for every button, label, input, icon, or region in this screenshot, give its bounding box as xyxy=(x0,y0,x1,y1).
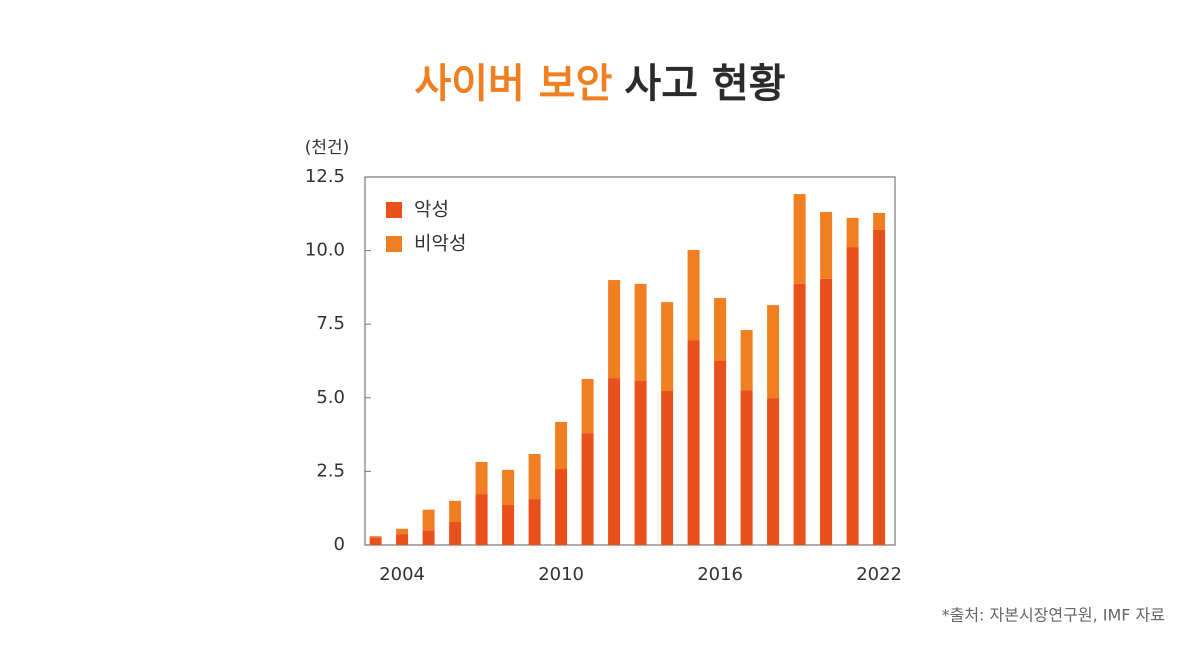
y-tick-label: 10.0 xyxy=(305,240,345,261)
bar-segment xyxy=(475,461,488,495)
bar-segment xyxy=(793,194,806,284)
bar-segment xyxy=(502,504,515,545)
x-tick-label: 2010 xyxy=(538,564,584,585)
y-tick-label: 7.5 xyxy=(316,313,345,334)
y-tick-label: 2.5 xyxy=(316,460,345,481)
bar-segment xyxy=(475,494,488,545)
y-unit: (천건) xyxy=(305,138,350,158)
bar-segment xyxy=(422,530,435,545)
bar-segment xyxy=(740,390,753,545)
bar-segment xyxy=(502,469,515,505)
bar-segment xyxy=(449,500,462,523)
legend-label: 악성 xyxy=(414,199,449,221)
x-tick-label: 2004 xyxy=(379,564,425,585)
source: *출처: 자본시장연구원, IMF 자료 xyxy=(942,606,1165,625)
bar-segment xyxy=(528,499,541,545)
chart-title: 사이버 보안 사고 현황 xyxy=(414,61,785,107)
bar-segment xyxy=(555,469,568,545)
bar-segment xyxy=(820,278,833,545)
bar-segment xyxy=(634,381,647,545)
bar-segment xyxy=(396,534,409,545)
bar-segment xyxy=(740,330,753,391)
title-highlight: 사이버 보안 xyxy=(414,61,612,107)
title-rest: 사고 현황 xyxy=(624,61,785,107)
bar-segment xyxy=(767,305,780,399)
y-tick-label: 12.5 xyxy=(305,166,345,187)
legend-swatch xyxy=(386,202,402,218)
bar-segment xyxy=(846,217,859,248)
bar-segment xyxy=(369,536,382,538)
y-tick-label: 5.0 xyxy=(316,387,345,408)
legend-swatch xyxy=(386,236,402,252)
bar-segment xyxy=(555,421,568,470)
plot-frame xyxy=(364,176,896,546)
bar-segment xyxy=(449,522,462,545)
bar-segment xyxy=(687,340,700,545)
legend-label: 비악성 xyxy=(414,233,466,255)
bar-segment xyxy=(846,247,859,545)
bar-segment xyxy=(661,391,674,545)
bar-segment xyxy=(873,212,886,230)
bar-segment xyxy=(820,212,833,279)
bar-segment xyxy=(873,229,886,545)
bar-segment xyxy=(422,509,435,531)
bar-segment xyxy=(714,297,727,361)
bar-segment xyxy=(793,283,806,545)
y-tick-label: 0 xyxy=(334,534,345,555)
bar-segment xyxy=(581,433,594,545)
bar-segment xyxy=(608,280,621,379)
bar-segment xyxy=(661,302,674,392)
x-tick-label: 2022 xyxy=(856,564,902,585)
bar-segment xyxy=(767,398,780,545)
bar-segment xyxy=(396,528,409,535)
bar-segment xyxy=(528,454,541,500)
x-tick-label: 2016 xyxy=(697,564,743,585)
bar-segment xyxy=(714,361,727,545)
bar-segment xyxy=(634,283,647,382)
bar-segment xyxy=(608,378,621,545)
bar-segment xyxy=(581,378,594,434)
bar-segment xyxy=(369,537,382,545)
bar-segment xyxy=(687,250,700,341)
